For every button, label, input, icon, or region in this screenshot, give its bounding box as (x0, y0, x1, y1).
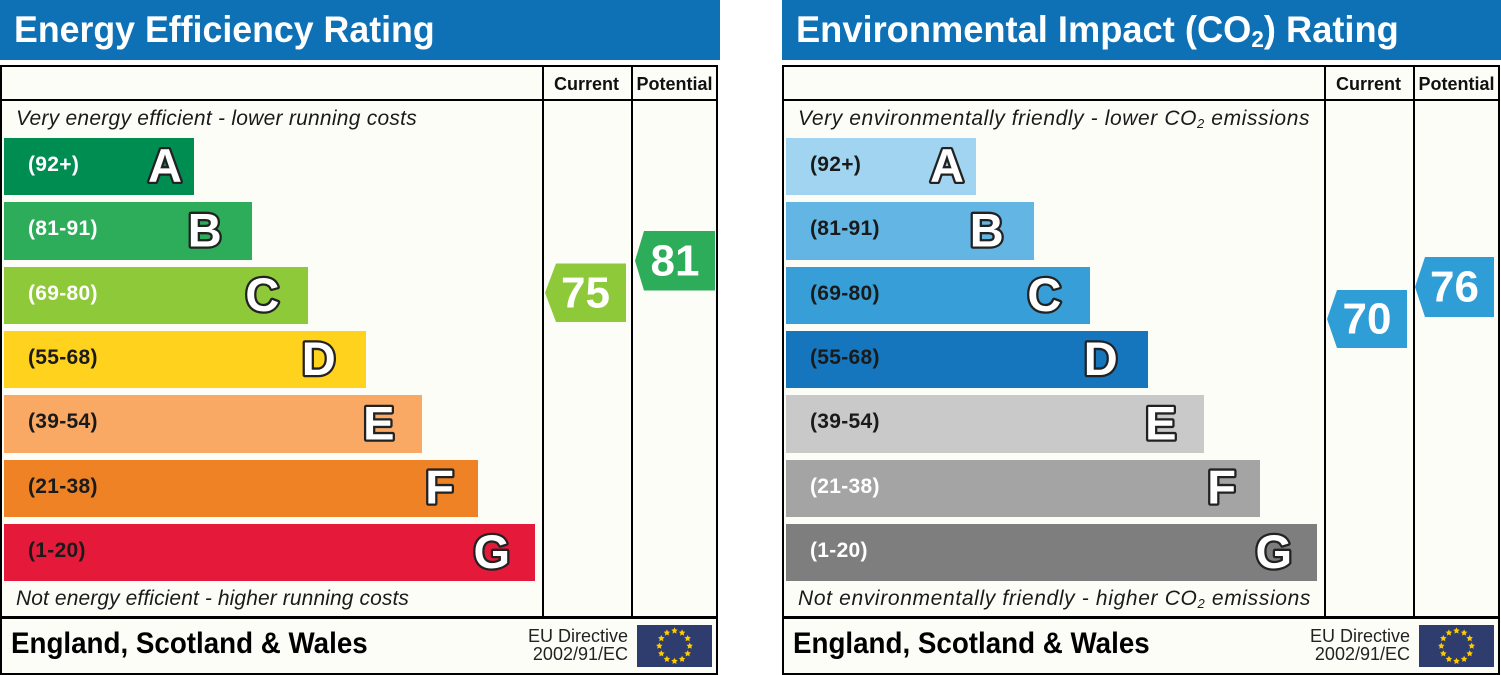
svg-text:B: B (188, 204, 222, 257)
svg-text:C: C (245, 268, 279, 321)
svg-text:G: G (473, 525, 510, 578)
svg-text:D: D (302, 332, 336, 385)
svg-text:A: A (148, 139, 182, 192)
svg-text:76: 76 (1430, 263, 1479, 312)
svg-text:75: 75 (561, 268, 610, 317)
svg-text:E: E (363, 396, 394, 449)
svg-text:81: 81 (651, 236, 700, 285)
svg-text:D: D (1084, 332, 1118, 385)
svg-text:G: G (1255, 525, 1292, 578)
svg-text:F: F (1207, 461, 1236, 514)
svg-text:A: A (930, 139, 964, 192)
svg-text:B: B (970, 204, 1004, 257)
svg-text:70: 70 (1343, 295, 1392, 344)
svg-text:E: E (1145, 396, 1176, 449)
svg-text:F: F (425, 461, 454, 514)
svg-text:C: C (1027, 268, 1061, 321)
